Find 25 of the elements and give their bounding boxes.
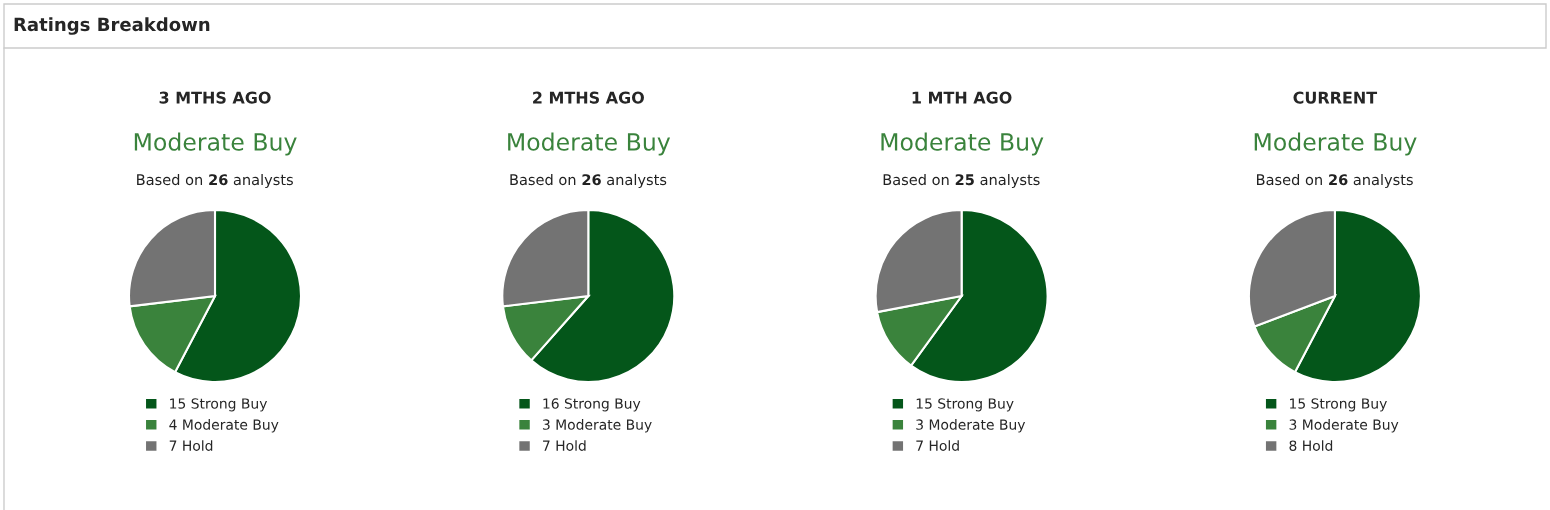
legend-label: 8 Hold <box>1289 440 1333 451</box>
chart-title: 1 MTH AGO <box>912 91 1012 104</box>
chart-subtitle: Moderate Buy <box>881 132 1044 156</box>
chart-title: CURRENT <box>1293 91 1378 104</box>
legend-label: 4 Moderate Buy <box>169 419 279 433</box>
chart-subtitle: Moderate Buy <box>134 132 297 156</box>
legend-label: 7 Hold <box>543 440 586 451</box>
chart-title: 2 MTHS AGO <box>533 91 644 104</box>
chart-subtitle: Moderate Buy <box>1254 132 1417 156</box>
legend-label: 15 Strong Buy <box>170 398 268 412</box>
legend-label: 15 Strong Buy <box>1290 398 1387 412</box>
legend-label: 3 Moderate Buy <box>916 419 1026 433</box>
legend-label: 7 Hold <box>169 440 213 451</box>
text: Based on 25 analysts <box>883 173 1040 189</box>
text: Based on 26 analysts <box>1257 173 1413 189</box>
legend-label: 3 Moderate Buy <box>542 419 652 433</box>
legend-label: 7 Hold <box>916 440 959 451</box>
text: Ratings Breakdown <box>14 17 210 35</box>
chart-subtitle: Moderate Buy <box>508 132 671 156</box>
text: Based on 26 analysts <box>137 173 293 189</box>
text: Based on 26 analysts <box>510 173 667 189</box>
legend-label: 16 Strong Buy <box>543 398 641 412</box>
chart-title: 3 MTHS AGO <box>159 91 271 104</box>
legend-label: 3 Moderate Buy <box>1289 419 1399 433</box>
legend-label: 15 Strong Buy <box>916 398 1014 412</box>
